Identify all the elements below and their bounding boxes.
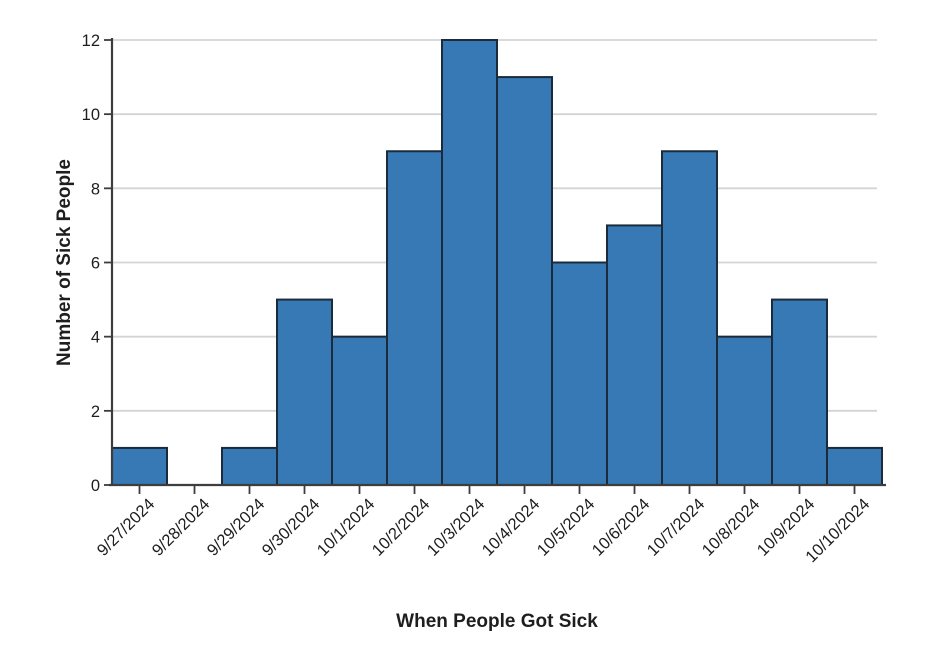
- bar: [221, 446, 278, 486]
- y-tick-labels: 0 2 4 6 8 10 12: [82, 32, 112, 495]
- bar: [606, 224, 663, 487]
- x-tick-label: 9/30/2024: [259, 495, 324, 560]
- x-tick-label: 10/5/2024: [534, 495, 599, 560]
- bar: [716, 335, 773, 486]
- x-tick-label: 10/4/2024: [479, 495, 544, 560]
- x-tick-label: 10/3/2024: [424, 495, 489, 560]
- x-tick-labels: 9/27/20249/28/20249/29/20249/30/202410/1…: [94, 486, 873, 566]
- x-tick-label: 9/27/2024: [94, 495, 159, 560]
- x-tick-label: 10/2/2024: [369, 495, 434, 560]
- bar: [276, 298, 333, 487]
- y-tick-label: 2: [91, 403, 100, 421]
- y-tick-label: 0: [91, 477, 100, 495]
- x-tick-label: 10/6/2024: [589, 495, 654, 560]
- bar: [331, 335, 388, 486]
- bar: [771, 298, 828, 487]
- x-tick-label: 10/8/2024: [699, 495, 764, 560]
- bar: [826, 446, 883, 486]
- y-tick-label: 6: [91, 255, 100, 273]
- bar: [551, 261, 608, 486]
- bar: [496, 76, 553, 486]
- x-tick-label: 10/7/2024: [644, 495, 709, 560]
- x-tick-label: 9/28/2024: [149, 495, 214, 560]
- y-tick-label: 12: [82, 32, 100, 50]
- bar: [111, 446, 168, 486]
- y-tick-label: 10: [82, 106, 100, 124]
- bars: [111, 39, 883, 487]
- x-axis-title: When People Got Sick: [396, 611, 598, 632]
- x-tick-label: 9/29/2024: [204, 495, 269, 560]
- y-axis-title: Number of Sick People: [54, 159, 75, 366]
- y-tick-label: 4: [91, 329, 100, 347]
- x-tick-label: 10/1/2024: [314, 495, 379, 560]
- y-tick-label: 8: [91, 180, 100, 198]
- bar: [441, 39, 498, 486]
- bar: [386, 150, 443, 486]
- bar: [661, 150, 718, 486]
